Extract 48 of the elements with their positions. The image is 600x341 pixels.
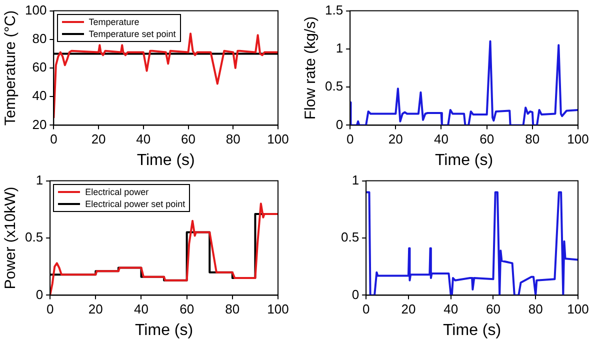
y-tick-label: 1: [336, 40, 344, 56]
x-tick-label: 40: [434, 132, 448, 147]
x-axis-title: Time (s): [435, 152, 494, 169]
y-tick-label: 1.5: [324, 2, 344, 18]
x-tick-label: 80: [525, 132, 540, 147]
x-tick-label: 20: [401, 302, 416, 317]
y-tick-label: 20: [32, 116, 47, 132]
x-tick-label: 80: [225, 302, 240, 317]
x-tick-label: 20: [388, 132, 403, 147]
y-tick-label: 0.5: [340, 230, 360, 245]
x-tick-label: 0: [362, 302, 370, 317]
legend-label: Electrical power: [84, 186, 150, 198]
y-tick-label: 100: [24, 2, 47, 18]
y-tick-label: 60: [32, 60, 47, 75]
y-axis-title: Power (x10kW): [2, 186, 20, 290]
x-tick-label: 100: [567, 132, 589, 147]
y-axis-title: Temperature (°C): [2, 10, 20, 126]
legend-label: Electrical power set point: [84, 198, 186, 210]
y-tick-label: 1: [352, 172, 360, 188]
x-tick-label: 60: [486, 302, 500, 317]
x-tick-label: 60: [480, 132, 494, 147]
y-tick-label: 0: [36, 286, 44, 302]
y-tick-label: 1: [36, 172, 44, 188]
x-tick-label: 60: [180, 302, 194, 317]
x-tick-label: 20: [91, 132, 106, 147]
y-tick-label: 0: [336, 116, 344, 132]
x-axis-title: Time (s): [135, 322, 194, 339]
x-tick-label: 100: [267, 302, 289, 317]
x-axis-title: Time (s): [136, 152, 195, 169]
x-axis-title: Time (s): [443, 322, 502, 339]
x-tick-label: 100: [567, 302, 589, 317]
legend-label: Temperature: [88, 16, 140, 28]
y-tick-label: 0: [352, 286, 360, 302]
y-tick-label: 0.5: [324, 78, 344, 94]
y-tick-label: 0.5: [24, 230, 44, 245]
x-tick-label: 60: [181, 132, 196, 147]
x-tick-label: 40: [136, 132, 151, 147]
x-tick-label: 80: [528, 302, 543, 317]
x-tick-label: 100: [267, 132, 289, 147]
x-tick-label: 40: [444, 302, 458, 317]
legend-label: Temperature set point: [88, 28, 176, 40]
x-tick-label: 20: [88, 302, 103, 317]
y-tick-label: 80: [32, 30, 47, 46]
y-tick-label: 40: [32, 88, 47, 104]
y-axis-title: Flow rate (kg/s): [302, 16, 320, 120]
x-tick-label: 80: [226, 132, 240, 147]
x-tick-label: 0: [50, 132, 58, 147]
x-tick-label: 40: [134, 302, 148, 317]
